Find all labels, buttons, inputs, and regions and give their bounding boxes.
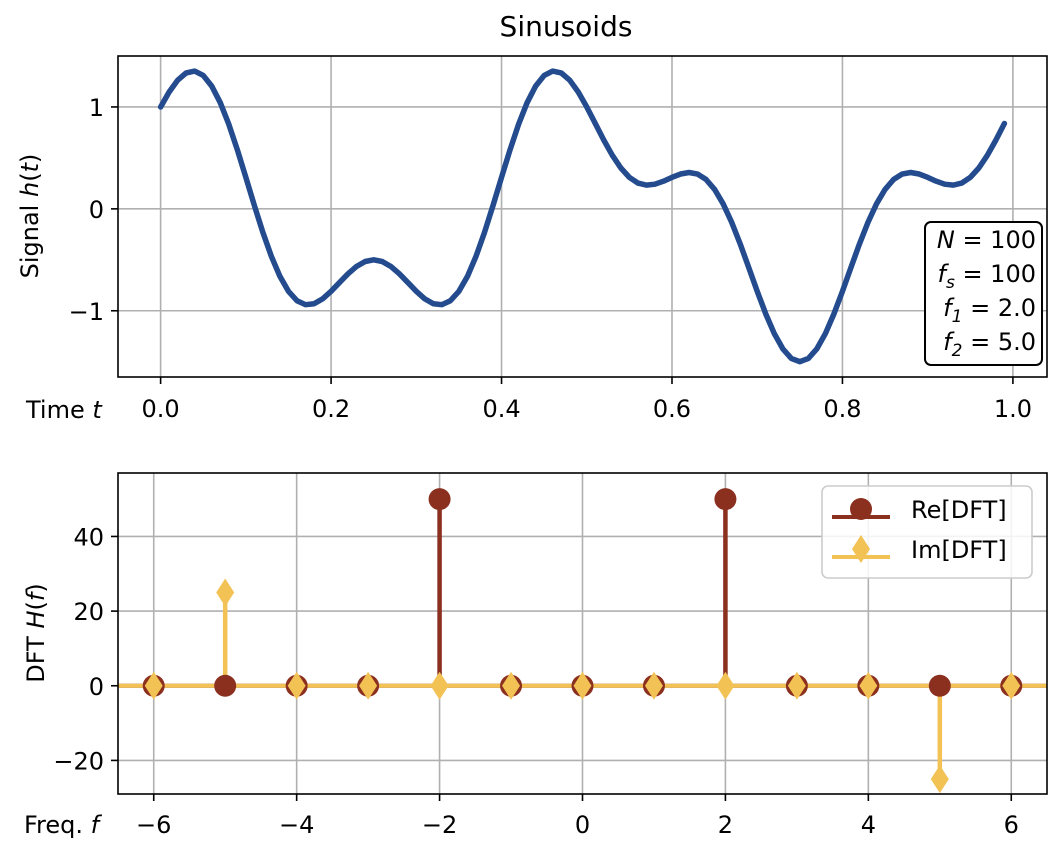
signal-line — [157, 68, 1008, 365]
signal-y-tick-label: −1 — [69, 298, 104, 326]
dft-x-tick-label: 2 — [718, 811, 733, 839]
signal-grid — [118, 56, 1047, 377]
dft-x-tick-label: 6 — [1004, 811, 1019, 839]
signal-plot-frame — [117, 55, 1048, 378]
im-marker — [644, 671, 663, 700]
dft-x-axis-label: Freq. f — [24, 811, 103, 839]
dft-x-tick-label: −4 — [279, 811, 314, 839]
im-marker — [359, 671, 378, 700]
dft-y-tick-label: 20 — [73, 598, 104, 626]
legend-label: Im[DFT] — [911, 536, 1007, 564]
re-marker — [214, 674, 237, 697]
signal-x-tick-label: 0.6 — [653, 395, 691, 423]
signal-x-tick-label: 0.8 — [823, 395, 861, 423]
dft-x-tick-label: 4 — [861, 811, 876, 839]
legend-marker — [852, 535, 870, 563]
im-marker — [930, 765, 949, 794]
svg-text:Freq. f: Freq. f — [24, 811, 103, 839]
dft-y-axis-label: DFT H(f) — [22, 583, 50, 682]
im-marker — [1002, 671, 1021, 700]
svg-text:DFT H(f): DFT H(f) — [22, 583, 50, 682]
legend-label: Re[DFT] — [911, 496, 1007, 524]
signal-y-axis-label: Signal h(t) — [16, 154, 44, 279]
im-marker — [216, 578, 235, 607]
re-marker — [428, 488, 451, 511]
annotation-frame — [924, 221, 1043, 366]
dft-x-tick-label: −6 — [136, 811, 171, 839]
signal-series — [157, 68, 1008, 365]
chart-title: Sinusoids — [500, 10, 633, 43]
signal-x-tick-label: 1.0 — [994, 395, 1032, 423]
signal-x-tick-label: 0.4 — [482, 395, 520, 423]
dft-y-tick-label: 40 — [73, 523, 104, 551]
dft-y-tick-label: −20 — [53, 747, 104, 775]
dft-series — [118, 488, 1047, 794]
im-marker — [859, 671, 878, 700]
svg-text:Time t: Time t — [25, 396, 103, 424]
signal-x-axis-label: Time t — [25, 396, 103, 424]
im-marker — [573, 671, 592, 700]
im-marker — [430, 671, 449, 700]
im-marker — [287, 671, 306, 700]
dft-x-tick-label: 0 — [575, 811, 590, 839]
re-marker — [928, 674, 951, 697]
annotation-line: fs = 100 — [938, 260, 1037, 293]
signal-y-tick-label: 1 — [89, 94, 104, 122]
legend-marker — [850, 498, 872, 520]
dft-legend: Re[DFT] Im[DFT] — [821, 485, 1033, 579]
dft-plot-frame — [117, 472, 1048, 795]
dft-y-tick-label: 0 — [89, 673, 104, 701]
svg-text:Signal h(t): Signal h(t) — [16, 154, 44, 279]
annotation-line: N = 100 — [937, 226, 1036, 254]
im-marker — [144, 671, 163, 700]
signal-x-tick-label: 0.0 — [142, 395, 180, 423]
annotation-line: f1 = 2.0 — [943, 294, 1036, 327]
dft-x-tick-label: −2 — [422, 811, 457, 839]
im-marker — [716, 671, 735, 700]
signal-ticks: 0.0 0.2 0.4 0.6 0.8 1.0 1 0 −1 — [69, 94, 1032, 423]
im-marker — [502, 671, 521, 700]
signal-x-tick-label: 0.2 — [312, 395, 350, 423]
annotation-line: f2 = 5.0 — [943, 328, 1036, 361]
im-marker — [787, 671, 806, 700]
signal-plot: Sinusoids 0.0 0.2 0.4 0.6 0.8 1.010−1 Time t … — [16, 10, 1048, 424]
signal-y-tick-label: 0 — [89, 196, 104, 224]
re-marker — [714, 488, 737, 511]
